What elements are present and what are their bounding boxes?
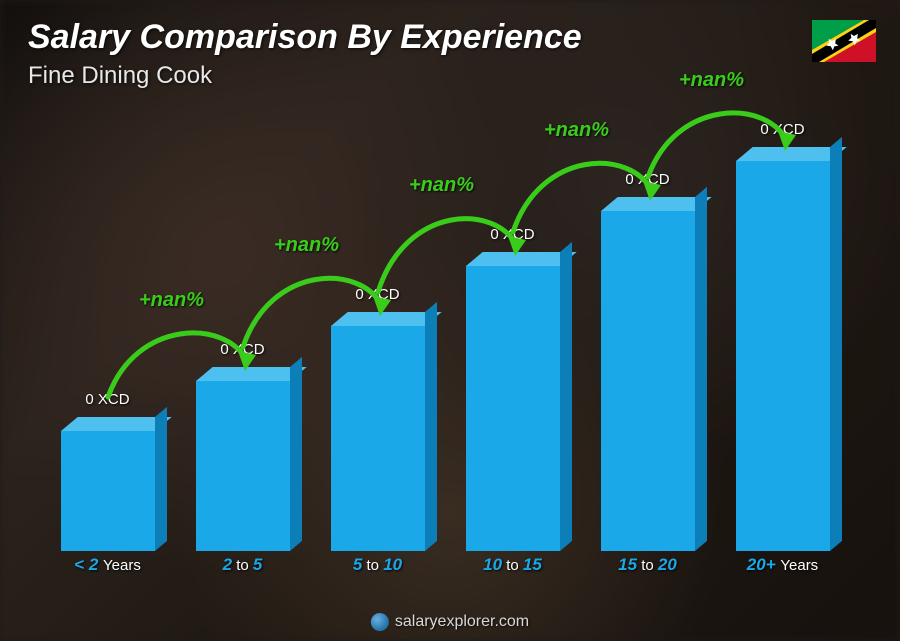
bar-slot: 0 XCD bbox=[175, 120, 310, 551]
x-label: 10 to 15 bbox=[445, 555, 580, 581]
bar-side-face bbox=[695, 187, 707, 551]
watermark-text: salaryexplorer.com bbox=[395, 613, 529, 631]
bar: 0 XCD bbox=[601, 211, 695, 551]
bar-front bbox=[331, 326, 425, 551]
bar-value-label: 0 XCD bbox=[760, 121, 804, 138]
page-subtitle: Fine Dining Cook bbox=[28, 62, 212, 90]
watermark: salaryexplorer.com bbox=[371, 613, 529, 631]
x-label: < 2 Years bbox=[40, 555, 175, 581]
bar-slot: 0 XCD bbox=[580, 120, 715, 551]
bar-value-label: 0 XCD bbox=[625, 171, 669, 188]
x-label: 20+ Years bbox=[715, 555, 850, 581]
bar-value-label: 0 XCD bbox=[85, 391, 129, 408]
bar-front bbox=[466, 266, 560, 551]
bar-value-label: 0 XCD bbox=[490, 226, 534, 243]
increase-label: +nan% bbox=[679, 69, 744, 92]
bar-side-face bbox=[425, 302, 437, 551]
globe-icon bbox=[371, 613, 389, 631]
content-layer: Salary Comparison By Experience Fine Din… bbox=[0, 0, 900, 641]
bar-front bbox=[61, 431, 155, 551]
x-label: 5 to 10 bbox=[310, 555, 445, 581]
bar-side-face bbox=[290, 357, 302, 551]
bar-front bbox=[601, 211, 695, 551]
x-labels-container: < 2 Years2 to 55 to 1010 to 1515 to 2020… bbox=[40, 555, 850, 581]
bar-slot: 0 XCD bbox=[715, 120, 850, 551]
bar: 0 XCD bbox=[736, 161, 830, 551]
bar-slot: 0 XCD bbox=[445, 120, 580, 551]
bars-container: 0 XCD 0 XCD 0 XCD 0 XCD 0 XCD 0 XCD bbox=[40, 120, 850, 551]
bar-value-label: 0 XCD bbox=[220, 341, 264, 358]
bar-slot: 0 XCD bbox=[40, 120, 175, 551]
x-label: 15 to 20 bbox=[580, 555, 715, 581]
flag-icon bbox=[812, 20, 876, 62]
bar: 0 XCD bbox=[61, 431, 155, 551]
bar: 0 XCD bbox=[466, 266, 560, 551]
bar: 0 XCD bbox=[331, 326, 425, 551]
bar-front bbox=[736, 161, 830, 551]
bar-chart: 0 XCD 0 XCD 0 XCD 0 XCD 0 XCD 0 XCD < 2 Years… bbox=[40, 120, 850, 581]
bar-slot: 0 XCD bbox=[310, 120, 445, 551]
bar-side-face bbox=[560, 242, 572, 551]
page-title: Salary Comparison By Experience bbox=[28, 18, 582, 57]
bar-value-label: 0 XCD bbox=[355, 286, 399, 303]
x-label: 2 to 5 bbox=[175, 555, 310, 581]
bar-side-face bbox=[155, 407, 167, 551]
bar: 0 XCD bbox=[196, 381, 290, 551]
bar-front bbox=[196, 381, 290, 551]
bar-side-face bbox=[830, 137, 842, 551]
